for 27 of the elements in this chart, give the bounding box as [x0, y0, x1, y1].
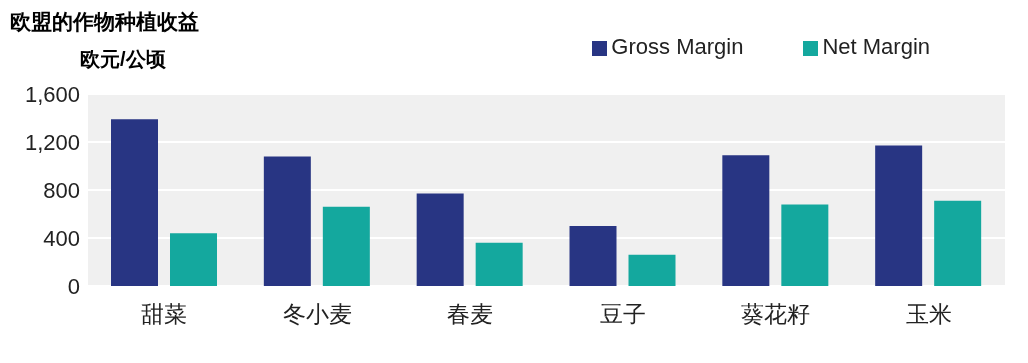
- x-tick-label: 豆子: [599, 301, 646, 328]
- bar: [875, 145, 923, 286]
- bar: [111, 119, 158, 286]
- y-tick-label: 400: [43, 225, 80, 251]
- bar: [322, 206, 370, 286]
- bar: [263, 156, 311, 286]
- bar: [722, 155, 770, 286]
- x-tick-label: 甜菜: [141, 301, 188, 328]
- x-tick-label: 冬小麦: [282, 301, 352, 328]
- y-tick-label: 1,200: [24, 129, 80, 155]
- legend-label: Gross Margin: [611, 34, 744, 59]
- x-tick-label: 春麦: [447, 301, 494, 328]
- bar: [934, 200, 982, 286]
- bar: [416, 193, 464, 286]
- chart-title: 欧盟的作物种植收益: [10, 9, 199, 35]
- x-tick-label: 玉米: [905, 301, 952, 328]
- bar: [170, 233, 217, 286]
- y-tick-label: 1,600: [24, 81, 80, 107]
- bar: [569, 226, 617, 286]
- y-tick-label: 800: [43, 177, 80, 203]
- bar: [781, 204, 829, 286]
- x-tick-label: 葵花籽: [741, 301, 811, 328]
- y-tick-label: 0: [67, 273, 80, 299]
- y-axis-title: 欧元/公顷: [80, 47, 166, 72]
- bar: [475, 242, 523, 286]
- bar: [628, 254, 676, 286]
- legend-label: Net Margin: [822, 34, 930, 59]
